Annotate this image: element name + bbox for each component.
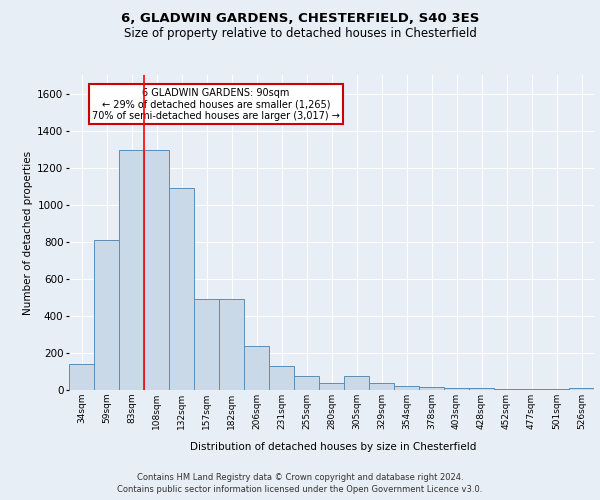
Bar <box>144 150 169 390</box>
Bar <box>194 299 219 390</box>
Bar <box>519 389 544 390</box>
Bar <box>544 389 569 390</box>
Bar <box>494 389 519 390</box>
Bar <box>369 382 394 390</box>
Bar <box>444 388 469 390</box>
Bar <box>269 366 294 390</box>
Bar <box>244 346 269 390</box>
Y-axis label: Number of detached properties: Number of detached properties <box>23 150 33 314</box>
Bar <box>419 387 444 390</box>
Text: Contains public sector information licensed under the Open Government Licence v3: Contains public sector information licen… <box>118 485 482 494</box>
Bar <box>94 240 119 390</box>
Bar <box>119 150 144 390</box>
Text: 6, GLADWIN GARDENS, CHESTERFIELD, S40 3ES: 6, GLADWIN GARDENS, CHESTERFIELD, S40 3E… <box>121 12 479 24</box>
Bar <box>69 364 94 390</box>
Bar <box>319 382 344 390</box>
Bar <box>294 376 319 390</box>
Text: Contains HM Land Registry data © Crown copyright and database right 2024.: Contains HM Land Registry data © Crown c… <box>137 472 463 482</box>
Bar <box>569 388 594 390</box>
Bar <box>169 188 194 390</box>
Bar <box>219 299 244 390</box>
Text: 6 GLADWIN GARDENS: 90sqm
← 29% of detached houses are smaller (1,265)
70% of sem: 6 GLADWIN GARDENS: 90sqm ← 29% of detach… <box>92 88 340 121</box>
Bar <box>344 376 369 390</box>
Bar <box>394 386 419 390</box>
Bar <box>469 388 494 390</box>
Text: Size of property relative to detached houses in Chesterfield: Size of property relative to detached ho… <box>124 28 476 40</box>
Text: Distribution of detached houses by size in Chesterfield: Distribution of detached houses by size … <box>190 442 476 452</box>
